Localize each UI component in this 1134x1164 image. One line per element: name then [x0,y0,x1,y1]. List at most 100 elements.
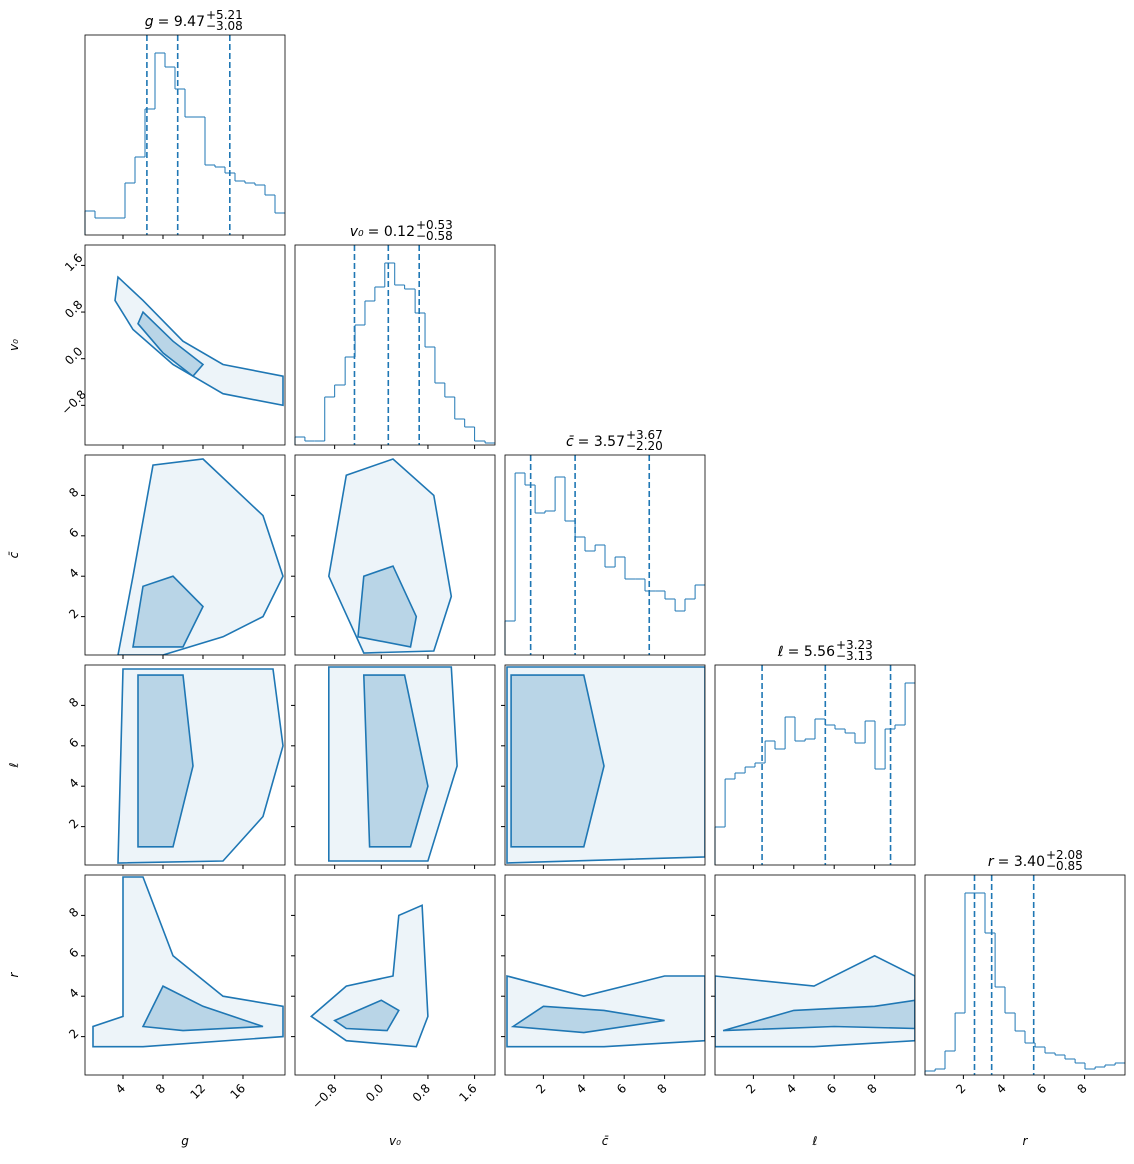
contour [333,999,400,1032]
panel-frame [714,874,916,1076]
title-value: = 0.12 [368,224,415,240]
panel-frame [84,874,286,1076]
y-tick-label: 4 [66,776,81,791]
contour [510,1005,665,1034]
y-tick-label: 4 [66,986,81,1001]
y-tick-label: 6 [66,525,81,540]
x-tick-label: 6 [824,1081,839,1096]
contour [117,458,284,655]
y-axis-label: v₀ [7,339,21,351]
x-axis-label: v₀ [389,1134,401,1148]
contour [132,575,204,648]
contour [715,954,915,1048]
title-symbol: g [145,14,154,30]
x-axis-label: ℓ [812,1134,818,1148]
panel-title: v₀ = 0.12 [350,224,415,240]
x-tick-label: 4 [784,1081,799,1096]
contour [92,876,284,1048]
title-minus: −3.13 [836,649,873,663]
y-tick-label: 0.8 [62,298,85,321]
y-tick-label: 4 [66,566,81,581]
title-minus: −0.58 [416,229,453,243]
y-tick-label: 0.0 [62,344,85,367]
panel-frame [294,874,496,1076]
title-minus: −0.85 [1046,859,1083,873]
title-value: = 9.47 [158,14,205,30]
x-tick-label: 4 [574,1081,589,1096]
x-tick-label: −0.8 [309,1081,340,1112]
contour [506,666,705,864]
title-symbol: c̄ [566,434,574,450]
panel-frame [504,874,706,1076]
panel-frame [294,454,496,656]
x-tick-label: 0.8 [410,1081,433,1104]
title-minus: −2.20 [626,439,663,453]
y-tick-label: −0.8 [59,387,90,418]
y-tick-label: 8 [66,905,81,920]
title-plus: +5.21 [206,8,243,22]
title-value: = 3.40 [998,854,1045,870]
panel-frame [714,664,916,866]
x-tick-label: 6 [614,1081,629,1096]
title-plus: +0.53 [416,218,453,232]
x-tick-label: 12 [187,1081,208,1102]
y-tick-label: 6 [66,735,81,750]
panel-frame [84,454,286,656]
title-value: = 5.56 [788,644,835,660]
panel-frame [924,874,1126,1076]
x-axis-label: g [181,1134,189,1148]
contour [327,458,453,654]
panel-frame [504,664,706,866]
y-tick-label: 2 [66,816,81,831]
y-tick-label: 2 [66,606,81,621]
y-tick-label: 8 [66,695,81,710]
x-tick-label: 8 [153,1081,168,1096]
x-tick-label: 0.0 [363,1081,386,1104]
x-axis-label: r [1023,1134,1029,1148]
x-tick-label: 8 [654,1081,669,1096]
y-tick-label: 2 [66,1026,81,1041]
x-axis-label: c̄ [602,1134,609,1148]
panel-frame [84,664,286,866]
x-tick-label: 2 [533,1081,548,1096]
contour [510,674,605,848]
x-tick-label: 6 [1034,1081,1049,1096]
title-value: = 3.57 [578,434,625,450]
contour [114,275,284,407]
x-tick-label: 1.6 [456,1081,479,1104]
x-tick-label: 16 [227,1081,248,1102]
title-plus: +3.23 [836,638,873,652]
y-tick-label: 6 [66,945,81,960]
contour [141,985,264,1032]
panel-frame [294,664,496,866]
panel-frame [504,454,706,656]
contour [328,666,458,862]
y-axis-label: c̄ [7,551,21,558]
title-plus: +3.67 [626,428,663,442]
contour [362,674,429,848]
x-tick-label: 8 [1074,1081,1089,1096]
panel-frame [84,34,286,236]
y-tick-label: 1.6 [62,251,85,274]
panel-title: ℓ = 5.56 [777,644,835,660]
contour [117,668,284,864]
panel-title: c̄ = 3.57 [566,434,625,450]
title-symbol: r [988,854,995,870]
contour [722,999,915,1032]
y-axis-label: r [7,971,21,977]
x-tick-label: 2 [743,1081,758,1096]
title-minus: −3.08 [206,19,243,33]
panel-frame [84,244,286,446]
contour [357,565,418,648]
contour [137,674,194,848]
x-tick-label: 4 [113,1081,128,1096]
panel-frame [294,244,496,446]
title-plus: +2.08 [1046,848,1083,862]
y-tick-label: 8 [66,485,81,500]
x-tick-label: 8 [864,1081,879,1096]
x-tick-label: 2 [953,1081,968,1096]
title-symbol: ℓ [777,644,784,660]
contour [137,310,205,378]
panel-title: r = 3.40 [988,854,1045,870]
